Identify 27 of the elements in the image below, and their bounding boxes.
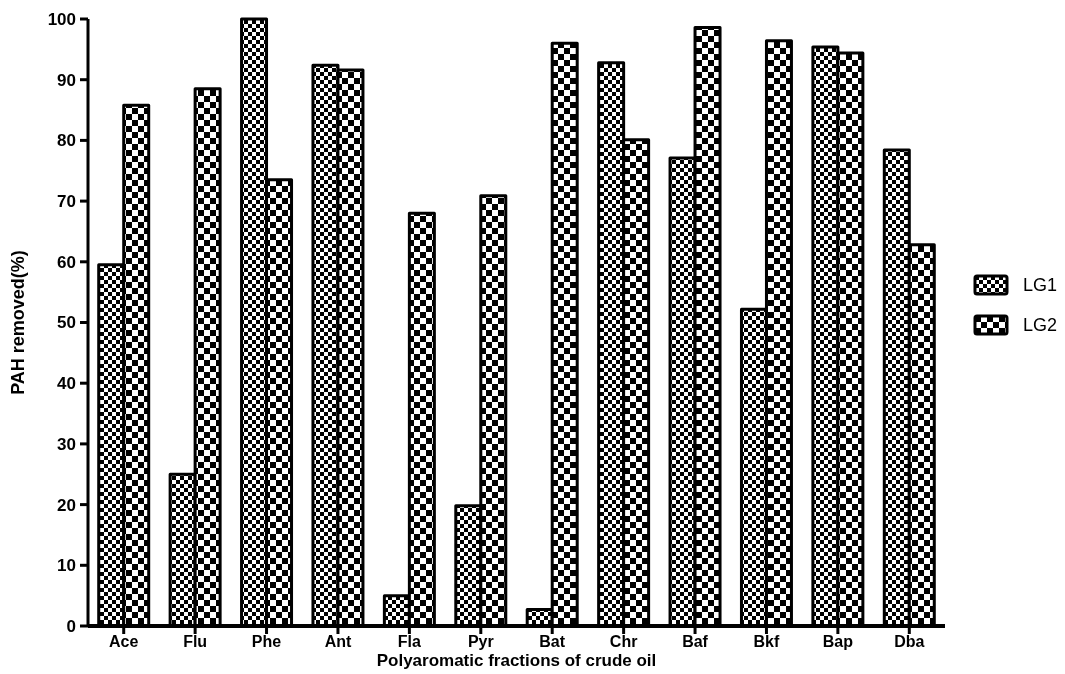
y-tick-label: 80 <box>57 131 76 151</box>
y-tick-label: 10 <box>57 556 76 576</box>
x-tick-label: Pyr <box>467 633 494 650</box>
legend-label: LG2 <box>1023 315 1058 336</box>
y-tick-label: 90 <box>57 70 76 90</box>
y-tick-label: 40 <box>57 374 76 394</box>
y-axis-title: PAH removed(%) <box>8 250 28 395</box>
y-tick-label: 60 <box>57 252 76 272</box>
y-tick-label: 50 <box>57 313 76 333</box>
x-tick-label: Bkf <box>753 633 781 650</box>
x-tick-label: Ant <box>324 633 352 650</box>
x-tick-label: Flu <box>183 633 208 650</box>
y-tick-label: 100 <box>47 9 76 29</box>
x-tick-label: Chr <box>609 633 638 650</box>
x-tick-label: Bap <box>822 633 854 650</box>
x-tick-label: Fla <box>397 633 422 650</box>
y-tick-label: 70 <box>57 192 76 212</box>
y-tick-label: 20 <box>57 495 76 515</box>
x-tick-label: Dba <box>894 633 925 650</box>
y-tick-label: 0 <box>66 616 76 636</box>
x-tick-label: Baf <box>682 633 709 650</box>
x-tick-label: Phe <box>251 633 282 650</box>
x-axis-title: Polyaromatic fractions of crude oil <box>376 651 657 670</box>
legend-label: LG1 <box>1023 275 1058 296</box>
y-tick-label: 30 <box>57 434 76 454</box>
x-tick-label: Ace <box>109 633 139 650</box>
x-tick-label: Bat <box>539 633 566 650</box>
